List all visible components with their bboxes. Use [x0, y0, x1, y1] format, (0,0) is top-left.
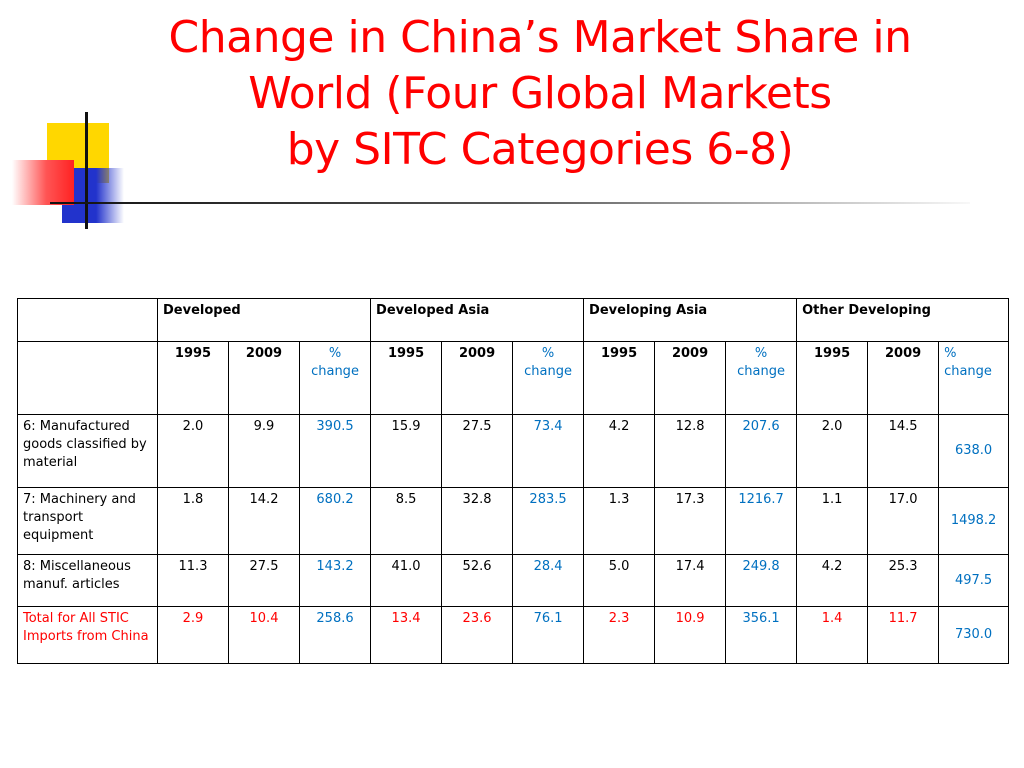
table-cell: 14.5	[867, 414, 940, 488]
table-cell: 52.6	[441, 554, 514, 607]
table-cell: 17.3	[654, 487, 727, 555]
pct-change-header: % change	[725, 341, 798, 415]
table-cell: 12.8	[654, 414, 727, 488]
table-cell: 11.7	[867, 606, 940, 664]
table-cell: 1.3	[583, 487, 656, 555]
slide-title: Change in China’s Market Share in World …	[70, 10, 1010, 178]
year-header: 1995	[796, 341, 869, 415]
row-label: 6: Manufactured goods classified by mate…	[17, 414, 158, 488]
table-cell-pct: 680.2	[298, 487, 372, 555]
group-header-developed-asia: Developed Asia	[370, 298, 585, 342]
year-header: 1995	[370, 341, 443, 415]
year-header: 1995	[157, 341, 229, 415]
table-cell-pct: 638.0	[938, 414, 1010, 488]
table-cell: 15.9	[370, 414, 443, 488]
pct-change-header: % change	[512, 341, 585, 415]
table-cell: 1.4	[796, 606, 869, 664]
table-cell-pct: 1216.7	[725, 487, 798, 555]
table-cell: 17.4	[654, 554, 727, 607]
table-cell: 10.4	[228, 606, 300, 664]
table-cell: 9.9	[228, 414, 300, 488]
table-cell: 5.0	[583, 554, 656, 607]
table-year-header-row: 1995 2009 % change 1995 2009 % change 19…	[17, 341, 1010, 415]
table-row: 6: Manufactured goods classified by mate…	[17, 414, 1010, 488]
decor-red-square	[12, 160, 74, 205]
year-header: 2009	[441, 341, 514, 415]
table-cell-pct: 1498.2	[938, 487, 1010, 555]
table-cell: 13.4	[370, 606, 443, 664]
table-cell: 23.6	[441, 606, 514, 664]
table-group-header-row: Developed Developed Asia Developing Asia…	[17, 298, 1010, 342]
table-cell: 4.2	[796, 554, 869, 607]
table-cell: 2.3	[583, 606, 656, 664]
corner-cell	[17, 298, 158, 342]
row-label: 7: Machinery and transport equipment	[17, 487, 158, 555]
market-share-table: Developed Developed Asia Developing Asia…	[17, 298, 1010, 664]
slide-title-line-1: Change in China’s Market Share in	[168, 12, 912, 63]
table-cell: 2.9	[157, 606, 229, 664]
table-cell: 1.8	[157, 487, 229, 555]
table-cell: 8.5	[370, 487, 443, 555]
row-label: 8: Miscellaneous manuf. articles	[17, 554, 158, 607]
table-cell-pct: 207.6	[725, 414, 798, 488]
table-cell-pct: 283.5	[512, 487, 585, 555]
table-row-total: Total for All STIC Imports from China 2.…	[17, 606, 1010, 664]
table-cell-pct: 497.5	[938, 554, 1010, 607]
group-header-developed: Developed	[156, 298, 372, 342]
table-cell-pct: 390.5	[298, 414, 372, 488]
table-cell: 41.0	[370, 554, 443, 607]
corner-cell	[17, 341, 158, 415]
table-cell: 2.0	[796, 414, 869, 488]
pct-change-header: % change	[298, 341, 372, 415]
slide-title-line-3: by SITC Categories 6-8)	[286, 124, 794, 175]
table-cell-pct: 249.8	[725, 554, 798, 607]
table-cell-pct: 730.0	[938, 606, 1010, 664]
pct-change-header: % change	[938, 341, 1010, 415]
table-cell-pct: 258.6	[298, 606, 372, 664]
table-cell-pct: 28.4	[512, 554, 585, 607]
year-header: 2009	[654, 341, 727, 415]
table-cell-pct: 143.2	[298, 554, 372, 607]
table-cell-pct: 76.1	[512, 606, 585, 664]
year-header: 2009	[228, 341, 300, 415]
group-header-developing-asia: Developing Asia	[583, 298, 798, 342]
table-cell: 14.2	[228, 487, 300, 555]
row-label: Total for All STIC Imports from China	[17, 606, 158, 664]
decor-vertical-line	[85, 112, 88, 229]
table-cell: 25.3	[867, 554, 940, 607]
decor-horizontal-line	[50, 202, 970, 204]
table-cell: 2.0	[157, 414, 229, 488]
table-cell: 32.8	[441, 487, 514, 555]
table-row: 8: Miscellaneous manuf. articles 11.3 27…	[17, 554, 1010, 607]
group-header-other-developing: Other Developing	[796, 298, 1010, 342]
table-cell-pct: 73.4	[512, 414, 585, 488]
table-cell: 4.2	[583, 414, 656, 488]
table-row: 7: Machinery and transport equipment 1.8…	[17, 487, 1010, 555]
table-cell: 10.9	[654, 606, 727, 664]
table-cell: 11.3	[157, 554, 229, 607]
year-header: 2009	[867, 341, 940, 415]
table-cell: 27.5	[441, 414, 514, 488]
table-cell: 17.0	[867, 487, 940, 555]
table-cell-pct: 356.1	[725, 606, 798, 664]
year-header: 1995	[583, 341, 656, 415]
table-cell: 1.1	[796, 487, 869, 555]
slide-title-line-2: World (Four Global Markets	[248, 68, 832, 119]
table-cell: 27.5	[228, 554, 300, 607]
